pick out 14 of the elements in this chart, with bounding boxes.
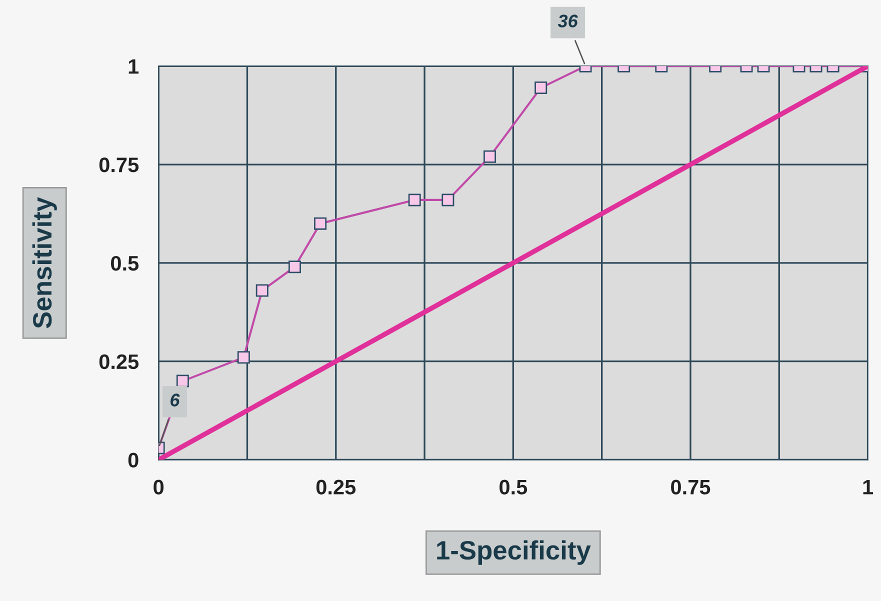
x-tick-label: 0 bbox=[154, 480, 164, 495]
x-axis-title: 1-Specificity bbox=[437, 540, 591, 565]
x-tick-label: 0.5 bbox=[500, 480, 528, 495]
x-tick-label: 0.25 bbox=[316, 480, 356, 495]
annotation: 6 bbox=[170, 394, 180, 406]
y-tick-label: 1 bbox=[128, 59, 139, 74]
y-axis-title: Sensitivity bbox=[32, 197, 57, 328]
annotation: 36 bbox=[558, 14, 578, 28]
x-tick-label: 1 bbox=[863, 480, 873, 494]
y-tick-label: 0.75 bbox=[99, 158, 139, 172]
x-tick-label: 0.75 bbox=[671, 480, 710, 495]
y-tick-label: 0.25 bbox=[99, 354, 139, 370]
y-tick-label: 0.5 bbox=[111, 256, 139, 271]
y-tick-label: 0 bbox=[128, 452, 138, 468]
